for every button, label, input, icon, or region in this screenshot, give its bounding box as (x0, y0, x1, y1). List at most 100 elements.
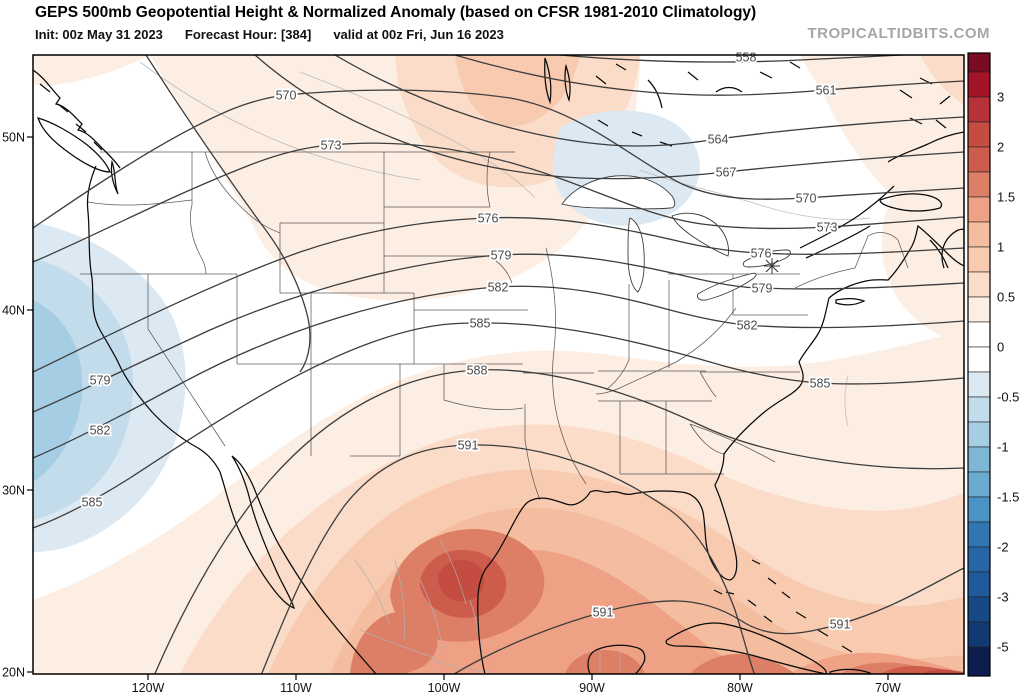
colorbar-segment (967, 321, 991, 348)
contour-561 (454, 55, 964, 96)
colorbar-border (967, 52, 991, 677)
lake-michigan (627, 217, 645, 293)
colorbar-segment (967, 396, 991, 423)
colorbar-segment (967, 596, 991, 623)
contour-value-label: 585 (470, 317, 491, 331)
page-title: GEPS 500mb Geopotential Height & Normali… (35, 4, 757, 21)
x-tick-label: 70W (875, 681, 901, 695)
valid-label: valid at 00z Fri, Jun 16 2023 (333, 27, 504, 42)
watermark: TROPICALTIDBITS.COM (807, 25, 990, 42)
colorbar-segment (967, 171, 991, 198)
contour-value-label: 576 (751, 247, 772, 261)
lake-erie (697, 272, 757, 301)
bc-coast (33, 69, 121, 169)
lake-superior (561, 175, 676, 210)
contour-value-label: 567 (716, 166, 737, 180)
contour-579 (33, 253, 964, 413)
colorbar-segment (967, 146, 991, 173)
coastline-layer (33, 57, 964, 674)
contour-value-label: 591 (458, 439, 479, 453)
contour-585 (33, 322, 964, 529)
contour-value-label: 585 (82, 496, 103, 510)
colorbar-tick-label: 0.5 (997, 290, 1015, 305)
contour-564 (334, 55, 964, 147)
colorbar-segment (967, 246, 991, 273)
colorbar-segment (967, 571, 991, 598)
contour-567 (254, 55, 964, 180)
contour-layer (33, 55, 964, 674)
x-tick-label: 120W (132, 681, 165, 695)
anomaly-fill-layer (33, 55, 964, 674)
contour-570 (33, 89, 964, 229)
colorbar-tick-label: -3 (997, 590, 1009, 605)
contour-value-label: 570 (796, 192, 817, 206)
axis-layer: 120W 110W 100W 90W 80W 70W 50N 40N 30N 20N (2, 131, 901, 696)
y-tick-label: 50N (2, 131, 25, 145)
contour-591-outer (260, 444, 756, 674)
yucatan (587, 644, 646, 674)
contour-value-label: 573 (321, 139, 342, 153)
contour-value-label: 579 (752, 282, 773, 296)
vancouver-island (37, 117, 111, 173)
x-tick-label: 80W (727, 681, 753, 695)
colorbar-segment (967, 471, 991, 498)
contour-value-label: 576 (478, 212, 499, 226)
colorbar-tick-label: 3 (997, 90, 1004, 105)
colorbar-tick-label: 1.5 (997, 190, 1015, 205)
colorbar-tick-label: -2 (997, 540, 1009, 555)
contour-573 (33, 142, 964, 263)
contour-value-label: 591 (830, 618, 851, 632)
colorbar-segment (967, 52, 991, 73)
y-tick-label: 40N (2, 304, 25, 318)
run-info-row: Init: 00z May 31 2023 Forecast Hour: [384… (35, 27, 526, 42)
y-tick-label: 20N (2, 666, 25, 680)
colorbar-segment (967, 496, 991, 523)
colorbar-tick-label: -1.5 (997, 490, 1019, 505)
contour-trough-spur (145, 55, 311, 373)
contour-value-label: 558 (736, 51, 757, 65)
colorbar-segment (967, 196, 991, 223)
contour-value-label: 579 (90, 374, 111, 388)
colorbar-tick-label: 0 (997, 340, 1004, 355)
x-tick-label: 110W (280, 681, 312, 695)
contour-591-inner (453, 567, 964, 674)
colorbar-segment (967, 346, 991, 373)
great-lakes (561, 175, 791, 301)
contour-588 (154, 369, 964, 674)
colorbar: 3 2 1.5 1 0.5 0 -0.5 -1 -1.5 -2 -3 -5 (967, 52, 1019, 677)
colorbar-segment (967, 621, 991, 648)
contour-value-label: 582 (90, 424, 111, 438)
contour-value-label: 570 (276, 89, 297, 103)
lake-huron (671, 212, 729, 257)
contour-576 (33, 216, 964, 373)
gaspe-peninsula (879, 193, 943, 212)
contour-value-label: 588 (467, 364, 488, 378)
colorbar-segment (967, 371, 991, 398)
gulf-east-coast (477, 224, 964, 674)
x-tick-label: 100W (428, 681, 461, 695)
colorbar-tick-label: 2 (997, 140, 1004, 155)
colorbar-segment (967, 221, 991, 248)
colorbar-tick-label: 1 (997, 240, 1004, 255)
nova-scotia (941, 228, 964, 269)
contour-value-label: 591 (593, 606, 614, 620)
contour-value-label: 561 (816, 84, 837, 98)
colorbar-segment (967, 71, 991, 98)
contour-value-label: 582 (488, 281, 509, 295)
contour-value-label: 582 (737, 319, 758, 333)
x-tick-label: 90W (579, 681, 605, 695)
contour-value-label: 585 (810, 377, 831, 391)
colorbar-segment (967, 546, 991, 573)
colorbar-tick-label: -0.5 (997, 390, 1019, 405)
colorbar-segment (967, 296, 991, 323)
starburst-marker (764, 258, 780, 274)
colorbar-segment (967, 446, 991, 473)
contour-value-label: 564 (708, 133, 729, 147)
colorbar-segment (967, 121, 991, 148)
colorbar-tick-label: -5 (997, 640, 1009, 655)
y-tick-label: 30N (2, 484, 25, 498)
contour-value-label: 573 (817, 221, 838, 235)
colorbar-segment (967, 646, 991, 677)
pacific-coast (86, 165, 377, 674)
